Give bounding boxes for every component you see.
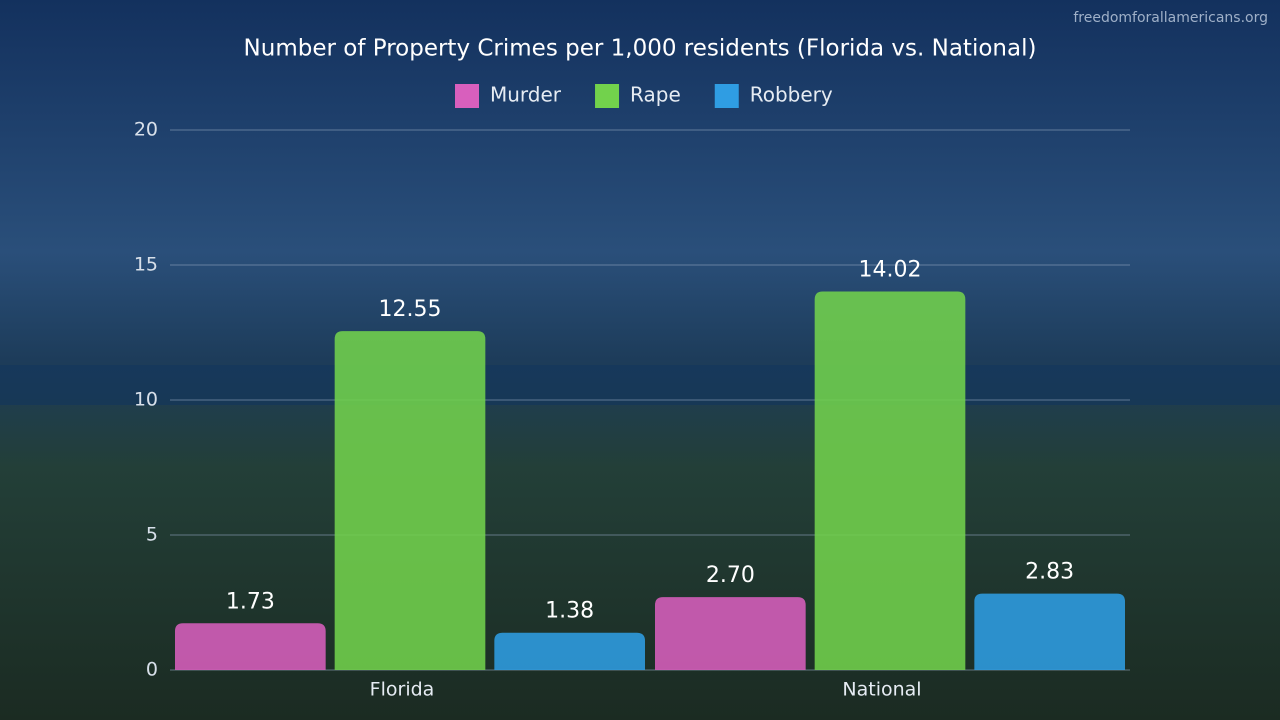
- x-tick-label: National: [842, 679, 921, 701]
- watermark: freedomforallamericans.org: [1073, 10, 1268, 26]
- y-tick-label: 15: [134, 254, 158, 276]
- value-label: 2.83: [1025, 560, 1074, 585]
- value-label: 12.55: [379, 297, 442, 322]
- bar: [334, 331, 486, 670]
- y-tick-label: 20: [134, 119, 158, 141]
- value-label: 1.73: [226, 589, 275, 614]
- bar: [814, 291, 966, 670]
- value-label: 2.70: [706, 563, 755, 588]
- legend-label: Robbery: [750, 83, 833, 107]
- chart-title: Number of Property Crimes per 1,000 resi…: [244, 36, 1037, 62]
- value-label: 1.38: [545, 599, 594, 624]
- y-tick-label: 0: [146, 659, 158, 681]
- y-tick-label: 5: [146, 524, 158, 546]
- bar: [974, 593, 1125, 670]
- legend-swatch: [455, 84, 479, 108]
- y-tick-label: 10: [134, 389, 158, 411]
- legend-swatch: [714, 84, 739, 108]
- x-tick-label: Florida: [370, 679, 435, 701]
- legend-label: Rape: [630, 83, 681, 107]
- legend-swatch: [595, 84, 620, 108]
- sea-band: [0, 365, 1280, 405]
- legend-label: Murder: [490, 83, 562, 107]
- value-label: 14.02: [859, 257, 922, 282]
- bar: [655, 597, 806, 670]
- bar: [175, 623, 326, 670]
- bar: [494, 632, 645, 670]
